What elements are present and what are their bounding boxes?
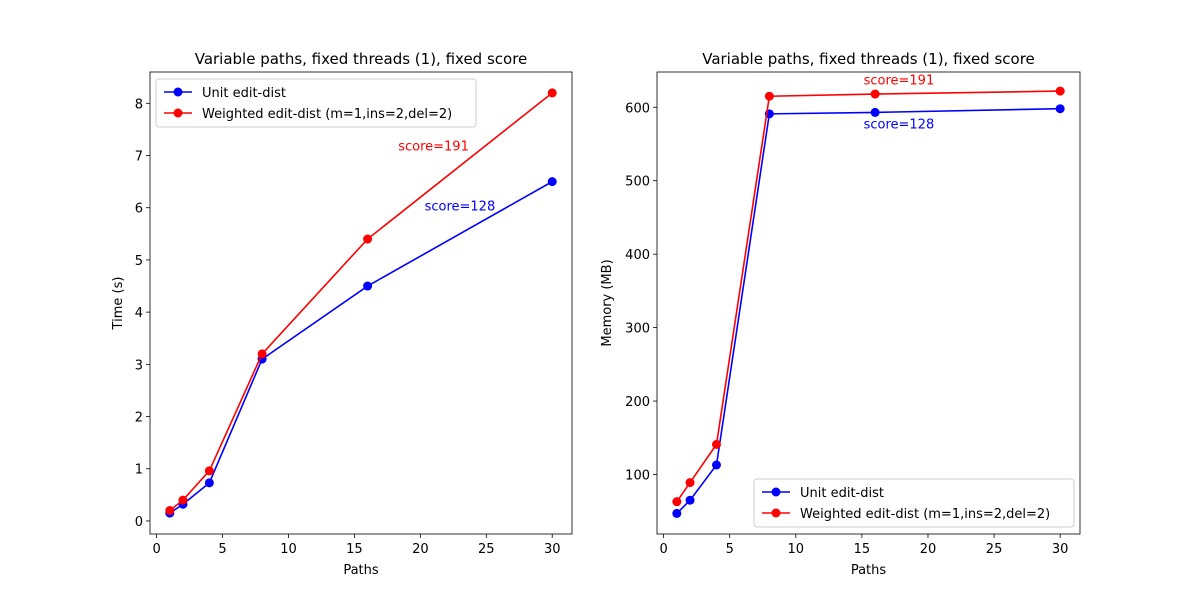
x-tick-label: 5 [726, 542, 734, 557]
y-tick-label: 1 [135, 463, 143, 478]
legend-marker [173, 108, 183, 118]
data-point [1055, 104, 1065, 114]
data-point [685, 478, 695, 488]
plot-frame [149, 71, 573, 535]
data-point [672, 497, 682, 507]
x-tick-label: 5 [218, 542, 226, 557]
legend-box [753, 478, 1075, 528]
x-axis-label: Paths [343, 563, 379, 578]
x-tick-label: 0 [659, 542, 667, 557]
y-tick-label: 4 [135, 306, 143, 321]
score-annotation: score=128 [864, 118, 935, 133]
data-point [870, 107, 880, 117]
legend: Unit edit-dist Weighted edit-dist (m=1,in… [753, 478, 1075, 528]
x-tick-label: 0 [152, 542, 160, 557]
data-point [685, 495, 695, 505]
data-point [363, 281, 373, 291]
y-tick-label: 8 [135, 97, 143, 112]
x-tick-label: 10 [788, 542, 805, 557]
data-point [178, 495, 188, 505]
y-tick-label: 400 [625, 248, 650, 263]
data-point [165, 506, 175, 516]
y-tick-label: 6 [135, 202, 143, 217]
chart-title: Variable paths, fixed threads (1), fixed… [702, 50, 1035, 68]
data-point [672, 508, 682, 518]
score-annotation: score=191 [398, 139, 469, 154]
x-tick-label: 25 [986, 542, 1003, 557]
legend-label: Unit edit-dist [202, 86, 286, 101]
chart-panel-1: Variable paths, fixed threads (1), fixed… [111, 50, 573, 578]
plot-frame [656, 71, 1081, 535]
y-tick-label: 200 [625, 395, 650, 410]
x-tick-label: 15 [854, 542, 871, 557]
legend-marker [771, 508, 781, 518]
chart-panel-2: Variable paths, fixed threads (1), fixed… [600, 50, 1081, 578]
series-weighted [165, 88, 557, 516]
chart-title: Variable paths, fixed threads (1), fixed… [195, 50, 528, 68]
x-tick-label: 10 [280, 542, 297, 557]
legend-box [155, 78, 477, 128]
data-point [711, 439, 721, 449]
x-tick-label: 30 [544, 542, 561, 557]
y-axis-label: Time (s) [111, 277, 126, 331]
data-point [363, 234, 373, 244]
x-tick-label: 20 [920, 542, 937, 557]
data-point [711, 460, 721, 470]
x-tick-label: 15 [346, 542, 363, 557]
score-annotation: score=128 [425, 199, 496, 214]
y-tick-label: 5 [135, 254, 143, 269]
score-annotation: score=191 [864, 73, 935, 88]
y-tick-label: 500 [625, 175, 650, 190]
data-point [547, 88, 557, 98]
y-tick-label: 3 [135, 358, 143, 373]
y-tick-label: 2 [135, 411, 143, 426]
data-point [1055, 86, 1065, 96]
x-tick-label: 25 [478, 542, 495, 557]
legend-label: Weighted edit-dist (m=1,ins=2,del=2) [800, 507, 1050, 522]
legend-label: Unit edit-dist [800, 486, 884, 501]
data-point [870, 89, 880, 99]
legend-marker [771, 487, 781, 497]
y-axis-label: Memory (MB) [600, 259, 615, 346]
x-tick-label: 20 [412, 542, 429, 557]
y-tick-label: 0 [135, 515, 143, 530]
x-axis-label: Paths [851, 563, 887, 578]
y-tick-label: 600 [625, 101, 650, 116]
series-weighted [672, 86, 1065, 507]
legend: Unit edit-dist Weighted edit-dist (m=1,in… [155, 78, 477, 128]
legend-label: Weighted edit-dist (m=1,ins=2,del=2) [202, 107, 452, 122]
data-point [547, 177, 557, 187]
data-point [204, 466, 214, 476]
y-tick-label: 100 [625, 469, 650, 484]
x-tick-label: 30 [1052, 542, 1069, 557]
data-point [257, 349, 267, 359]
legend-marker [173, 87, 183, 97]
y-tick-label: 300 [625, 322, 650, 337]
data-point [764, 91, 774, 101]
data-point [204, 478, 214, 488]
y-tick-label: 7 [135, 150, 143, 165]
